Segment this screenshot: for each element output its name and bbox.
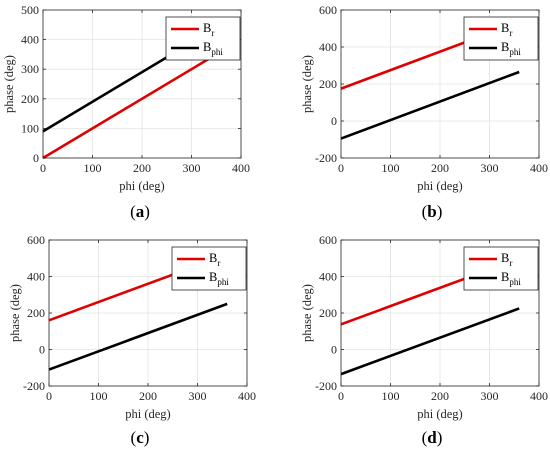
y-tick-label: 400	[27, 270, 45, 284]
y-tick-label: -200	[315, 379, 337, 393]
x-axis-label: phi (deg)	[125, 407, 170, 421]
legend-label-b-phi: Bphi	[501, 40, 521, 57]
series-line-b-phi	[340, 307, 520, 376]
x-axis-label: phi (deg)	[417, 179, 462, 193]
panel-caption-a: (a)	[130, 202, 150, 221]
legend-label-b-r: Br	[501, 251, 512, 268]
panel-caption-d: (d)	[422, 428, 443, 447]
x-tick-label: 100	[90, 389, 108, 403]
y-tick-label: 600	[319, 3, 337, 17]
series-line-b-phi	[340, 70, 520, 140]
x-axis-label: phi (deg)	[119, 179, 164, 193]
legend-box	[171, 246, 247, 291]
y-tick-label: 0	[39, 343, 45, 357]
legend-box	[463, 246, 539, 291]
x-tick-label: 200	[133, 161, 151, 175]
x-tick-label: 100	[382, 161, 400, 175]
x-tick-label: 200	[139, 389, 157, 403]
y-axis-label: phase (deg)	[300, 55, 314, 113]
x-tick-label: 300	[183, 161, 201, 175]
y-tick-label: 400	[319, 40, 337, 54]
legend-label-b-r: Br	[203, 21, 214, 38]
y-tick-label: 100	[21, 121, 39, 135]
legend-label-b-r: Br	[501, 21, 512, 38]
x-tick-label: 0	[46, 389, 52, 403]
panels: 0 100 200 300 400 0 100 200 300 400 500 phi (deg) ph…	[2, 3, 548, 447]
y-tick-label: 600	[27, 233, 45, 247]
legend-label-b-phi: Bphi	[209, 270, 229, 287]
x-tick-label: 100	[382, 389, 400, 403]
x-tick-label: 100	[84, 161, 102, 175]
x-tick-label: 400	[232, 161, 250, 175]
y-tick-label: 200	[21, 92, 39, 106]
x-tick-label: 400	[530, 161, 548, 175]
legend: Br Bphi	[463, 246, 539, 291]
y-tick-label: 600	[319, 233, 337, 247]
y-tick-label: 500	[21, 3, 39, 17]
y-tick-label: 200	[27, 306, 45, 320]
series-line-b-phi	[48, 302, 228, 371]
y-tick-label: -200	[315, 151, 337, 165]
legend: Br Bphi	[463, 16, 539, 61]
y-tick-label: 0	[331, 343, 337, 357]
legend: Br Bphi	[171, 246, 247, 291]
legend-box	[463, 16, 539, 61]
y-axis-label: phase (deg)	[8, 284, 22, 342]
x-tick-label: 0	[40, 161, 46, 175]
y-tick-label: 300	[21, 62, 39, 76]
y-tick-label: -200	[23, 379, 45, 393]
y-tick-label: 200	[319, 77, 337, 91]
legend-label-b-phi: Bphi	[501, 270, 521, 287]
y-tick-label: 0	[33, 151, 39, 165]
x-tick-label: 200	[431, 161, 449, 175]
chart-panel-a: 0 100 200 300 400 0 100 200 300 400 500 phi (deg) ph…	[2, 3, 250, 221]
x-axis-label: phi (deg)	[417, 407, 462, 421]
legend-box	[165, 16, 241, 61]
x-tick-label: 300	[481, 389, 499, 403]
x-tick-label: 0	[338, 161, 344, 175]
x-tick-label: 400	[530, 389, 548, 403]
legend-label-b-phi: Bphi	[203, 40, 223, 57]
y-tick-label: 400	[21, 33, 39, 47]
x-tick-label: 0	[338, 389, 344, 403]
y-tick-label: 400	[319, 270, 337, 284]
series-line-b-r	[42, 50, 222, 160]
y-axis-label: phase (deg)	[300, 284, 314, 342]
x-tick-label: 300	[189, 389, 207, 403]
x-tick-label: 400	[238, 389, 256, 403]
legend: Br Bphi	[165, 16, 241, 61]
y-axis-label: phase (deg)	[2, 55, 16, 113]
legend-label-b-r: Br	[209, 251, 220, 268]
y-tick-label: 0	[331, 114, 337, 128]
x-tick-label: 200	[431, 389, 449, 403]
panel-caption-c: (c)	[131, 428, 150, 447]
panel-caption-b: (b)	[422, 202, 443, 221]
x-tick-label: 300	[481, 161, 499, 175]
y-tick-label: 200	[319, 306, 337, 320]
